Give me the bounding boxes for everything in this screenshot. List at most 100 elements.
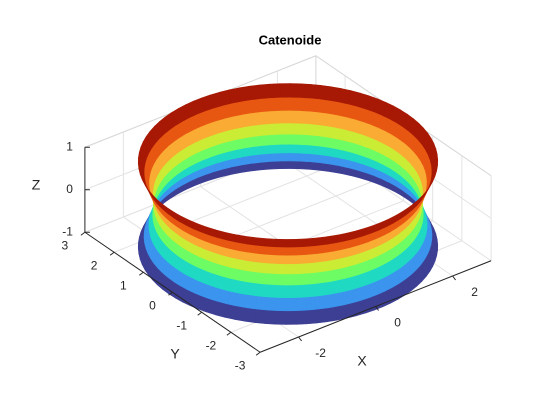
y-tick: [255, 351, 261, 356]
surface-patch: [249, 98, 262, 114]
surface-patch: [230, 267, 241, 281]
surface-patch: [270, 133, 281, 146]
surface-patch: [308, 144, 320, 155]
surface-patch: [264, 238, 277, 248]
surface-patch: [309, 161, 322, 171]
surface-patch: [304, 283, 316, 298]
surface-patch: [295, 254, 306, 264]
x-tick: [298, 336, 303, 342]
surface-patch: [317, 124, 328, 138]
y-tick-label: 2: [91, 258, 98, 272]
surface-patch: [299, 97, 311, 112]
surface-patch: [276, 273, 287, 286]
surface-patch: [234, 126, 245, 141]
y-axis-label: Y: [170, 346, 180, 362]
surface-patch: [268, 83, 281, 99]
surface-patch: [244, 235, 257, 246]
surface-patch: [319, 85, 332, 101]
z-tick-label: 0: [66, 182, 73, 196]
surface-patch: [305, 309, 318, 325]
surface-patch: [295, 262, 306, 275]
surface-patch: [240, 99, 252, 115]
surface-patch: [305, 245, 317, 255]
x-tick-label: 0: [394, 316, 401, 330]
surface-patch: [285, 254, 297, 265]
surface-patch: [325, 306, 338, 323]
surface-patch: [255, 244, 267, 255]
surface-patch: [254, 308, 267, 324]
surface-patch: [264, 309, 277, 325]
surface-patch: [251, 111, 263, 126]
surface-patch: [246, 294, 258, 310]
surface-patch: [315, 236, 328, 246]
surface-patch: [309, 84, 322, 100]
surface-patch: [257, 261, 268, 274]
y-tick-label: 3: [62, 238, 69, 252]
surface-patch: [309, 153, 321, 164]
surface-patch: [252, 135, 263, 148]
y-tick: [139, 271, 144, 276]
surface-patch: [299, 152, 311, 163]
surface-patch: [266, 283, 277, 298]
surface-patch: [289, 152, 301, 162]
surface-patch: [295, 246, 307, 256]
surface-patch: [305, 237, 318, 247]
surface-patch: [304, 262, 315, 274]
surface-patch: [314, 294, 327, 310]
surface-patch: [256, 253, 268, 264]
surface-patch: [239, 269, 250, 283]
y-tick: [168, 291, 173, 296]
surface-patch: [289, 143, 301, 154]
surface-patch: [256, 283, 268, 298]
surface-patch: [259, 97, 271, 113]
surface-patch: [244, 307, 257, 323]
y-tick-label: -1: [176, 318, 187, 332]
surface-patch: [258, 161, 271, 171]
y-tick: [197, 311, 202, 316]
surface-patch: [309, 97, 321, 113]
surface-patch: [331, 267, 342, 282]
surface-patch: [326, 125, 337, 139]
surface-patch: [238, 280, 250, 295]
surface-patch: [295, 238, 308, 248]
surface-patch: [289, 133, 300, 145]
surface-patch: [285, 284, 297, 298]
y-tick: [109, 251, 115, 256]
surface-patch: [285, 246, 297, 256]
y-tick-label: 1: [120, 278, 127, 292]
surface-patch: [313, 252, 325, 263]
z-axis-label: Z: [32, 177, 41, 193]
surface-patch: [275, 284, 287, 298]
surface-patch: [251, 145, 263, 156]
surface-patch: [247, 251, 259, 263]
surface-patch: [289, 122, 300, 135]
surface-patch: [243, 136, 254, 149]
surface-patch: [248, 84, 261, 101]
surface-patch: [265, 245, 277, 256]
z-tick-label: -1: [62, 224, 73, 238]
surface-patch: [243, 125, 254, 139]
surface-patch: [304, 272, 315, 285]
surface-patch: [280, 122, 291, 135]
surface-patch: [270, 122, 281, 135]
surface-patch: [279, 152, 291, 162]
surface-patch: [299, 83, 312, 99]
surface-patch: [317, 135, 328, 148]
surface-patch: [323, 280, 335, 296]
surface-patch: [275, 254, 287, 265]
surface-patch: [313, 282, 325, 297]
surface-patch: [260, 110, 272, 125]
surface-patch: [298, 122, 310, 136]
surface-patch: [254, 237, 267, 247]
surface-patch: [322, 269, 333, 283]
surface-patch: [285, 239, 297, 248]
surface-patch: [322, 259, 333, 272]
surface-patch: [276, 263, 287, 275]
surface-patch: [236, 292, 249, 309]
surface-patch: [260, 144, 272, 155]
surface-patch: [248, 260, 259, 273]
surface-patch: [280, 133, 291, 145]
surface-patch: [326, 136, 337, 150]
